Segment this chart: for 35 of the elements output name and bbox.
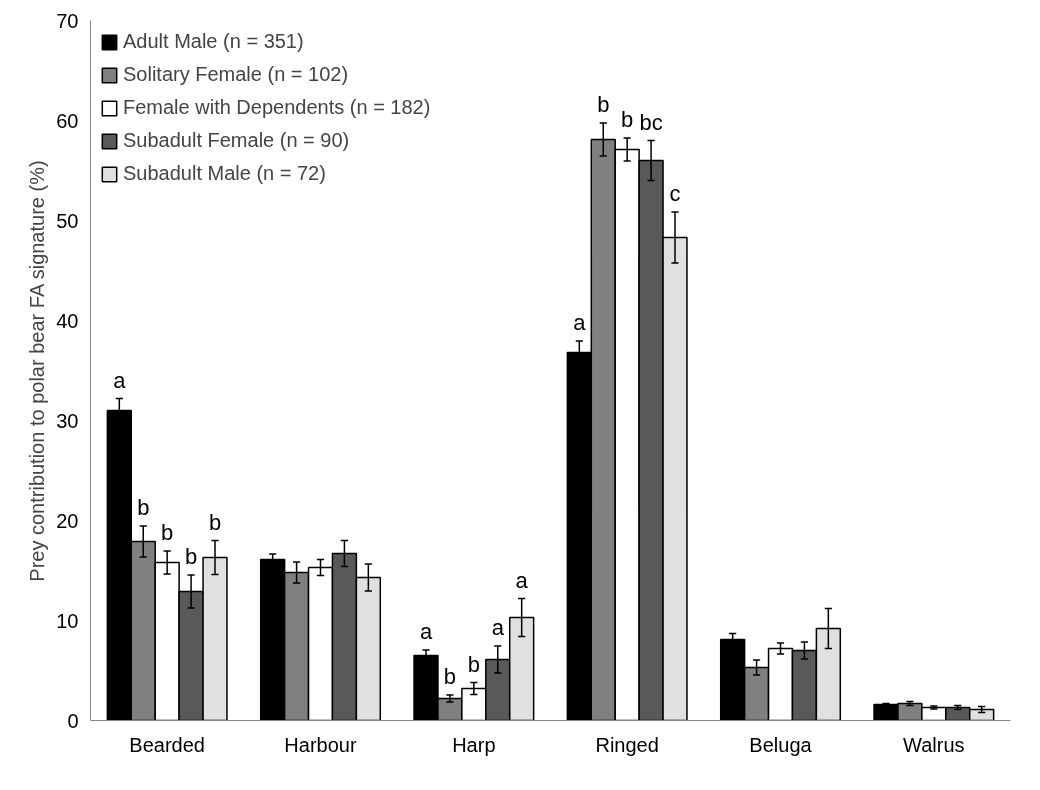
y-tick-label: 60 <box>56 109 79 132</box>
legend-label: Subadult Male (n = 72) <box>123 162 326 185</box>
y-axis-title: Prey contribution to polar bear FA signature (%) <box>26 160 49 582</box>
y-tick-label: 50 <box>56 209 79 232</box>
legend-label: Adult Male (n = 351) <box>123 30 304 53</box>
x-tick-label: Harp <box>452 733 496 756</box>
y-tick-label: 20 <box>56 509 79 532</box>
data-label: b <box>443 664 457 689</box>
data-label: b <box>161 520 174 545</box>
data-label: a <box>419 619 433 644</box>
y-tick-label: 70 <box>56 9 79 32</box>
data-label: a <box>113 367 127 393</box>
x-tick-label: Beluga <box>749 733 813 756</box>
x-tick-label: Harbour <box>284 733 357 756</box>
data-label: b <box>208 509 222 535</box>
data-label: bc <box>639 109 663 135</box>
legend-label: Female with Dependents (n = 182) <box>123 96 431 119</box>
y-tick-label: 10 <box>56 609 79 632</box>
data-label: a <box>491 615 505 640</box>
data-label: a <box>515 567 529 593</box>
y-tick-label: 40 <box>56 309 79 332</box>
data-label: b <box>467 651 480 677</box>
x-tick-label: Ringed <box>595 733 659 756</box>
data-label: b <box>184 544 198 569</box>
data-label: b <box>137 495 150 520</box>
data-label: b <box>621 107 634 132</box>
legend-label: Subadult Female (n = 90) <box>123 129 350 152</box>
legend-label: Solitary Female (n = 102) <box>123 63 349 86</box>
x-tick-label: Walrus <box>903 733 965 756</box>
y-tick-label: 30 <box>56 409 79 432</box>
x-tick-label: Bearded <box>129 733 205 756</box>
y-tick-label: 0 <box>67 709 79 732</box>
data-label: a <box>573 310 587 335</box>
data-label: b <box>597 92 610 117</box>
data-label: c <box>669 181 681 206</box>
